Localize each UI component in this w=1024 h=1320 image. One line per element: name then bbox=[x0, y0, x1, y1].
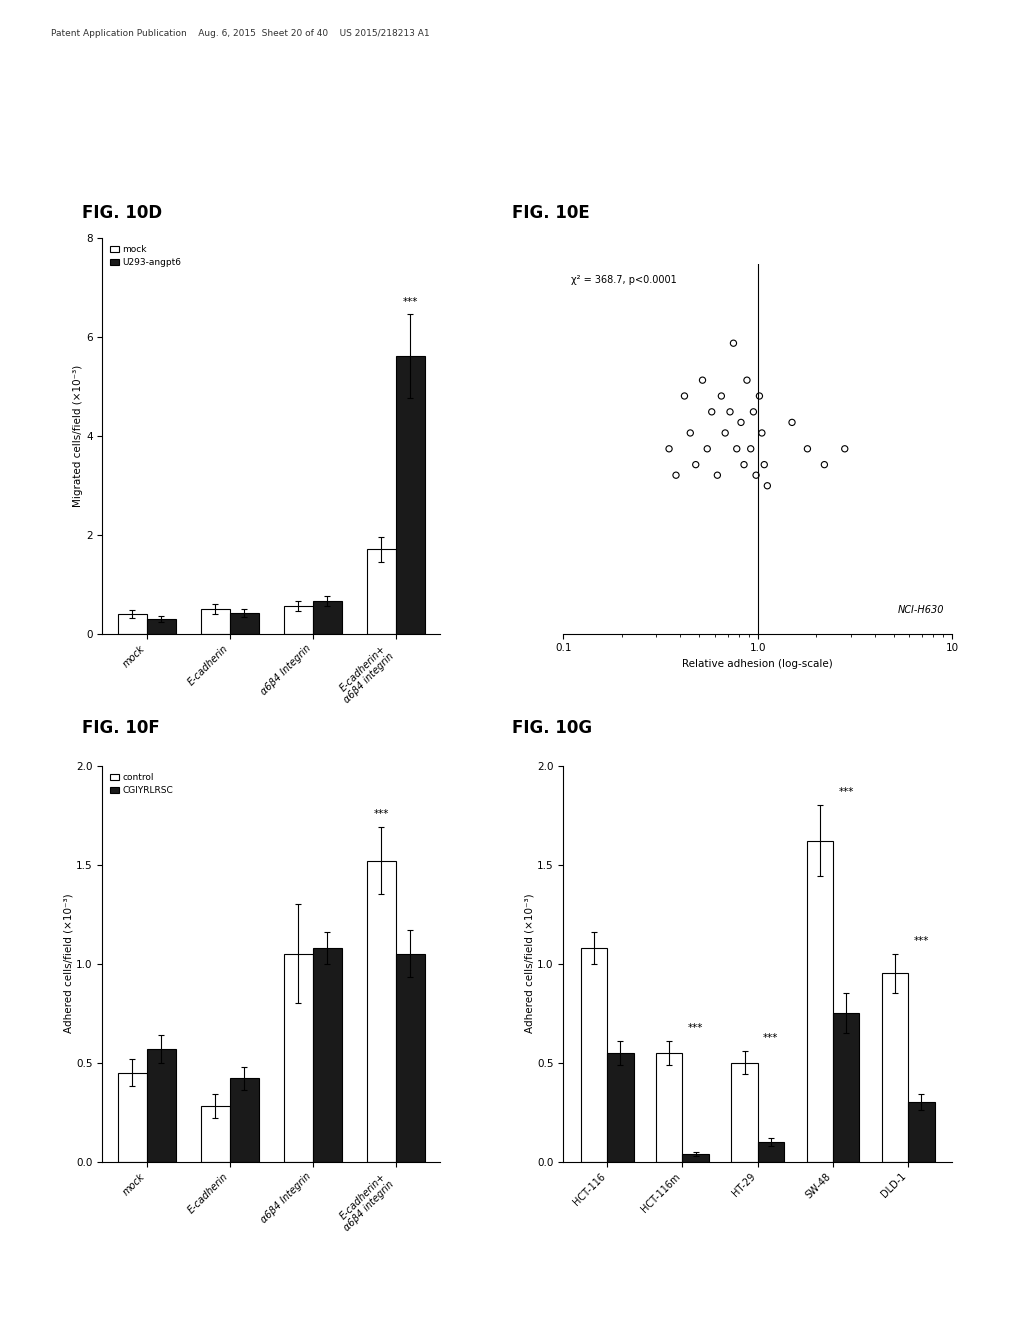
Point bbox=[742, 438, 759, 459]
Bar bbox=[146, 1048, 176, 1162]
Text: χ² = 368.7, p<0.0001: χ² = 368.7, p<0.0001 bbox=[571, 275, 677, 285]
Point bbox=[837, 438, 853, 459]
Point bbox=[748, 465, 764, 486]
Text: ***: *** bbox=[839, 787, 854, 797]
Bar bbox=[758, 1142, 784, 1162]
Point bbox=[682, 422, 698, 444]
Bar bbox=[581, 948, 607, 1162]
Point bbox=[687, 454, 703, 475]
Point bbox=[783, 412, 800, 433]
Text: FIG. 10E: FIG. 10E bbox=[512, 203, 590, 222]
Bar bbox=[229, 612, 259, 634]
Point bbox=[713, 385, 729, 407]
Point bbox=[759, 475, 775, 496]
Point bbox=[733, 412, 750, 433]
Bar bbox=[807, 841, 834, 1162]
Point bbox=[722, 401, 738, 422]
Text: ***: *** bbox=[913, 936, 929, 945]
Point bbox=[717, 422, 733, 444]
Text: Patent Application Publication    Aug. 6, 2015  Sheet 20 of 40    US 2015/218213: Patent Application Publication Aug. 6, 2… bbox=[51, 29, 430, 38]
Bar bbox=[284, 953, 313, 1162]
Bar bbox=[118, 614, 146, 634]
Point bbox=[738, 370, 755, 391]
Legend: control, CGIYRLRSC: control, CGIYRLRSC bbox=[106, 770, 176, 799]
Bar bbox=[396, 356, 425, 634]
Bar bbox=[882, 974, 908, 1162]
Point bbox=[745, 401, 762, 422]
Bar bbox=[284, 606, 313, 634]
Bar bbox=[313, 602, 342, 634]
Point bbox=[703, 401, 720, 422]
Point bbox=[816, 454, 833, 475]
Point bbox=[736, 454, 753, 475]
Point bbox=[668, 465, 684, 486]
Text: NCI-H630: NCI-H630 bbox=[898, 605, 944, 615]
Bar bbox=[146, 619, 176, 634]
Text: ***: *** bbox=[688, 1023, 703, 1032]
Point bbox=[728, 438, 744, 459]
Point bbox=[710, 465, 726, 486]
Bar bbox=[367, 861, 396, 1162]
Bar bbox=[201, 609, 229, 634]
Text: ***: *** bbox=[402, 297, 418, 306]
Text: ***: *** bbox=[374, 809, 389, 818]
Point bbox=[800, 438, 816, 459]
Text: ***: *** bbox=[763, 1032, 778, 1043]
Y-axis label: Adhered cells/field (×10⁻³): Adhered cells/field (×10⁻³) bbox=[524, 894, 535, 1034]
Bar bbox=[201, 1106, 229, 1162]
Point bbox=[754, 422, 770, 444]
Bar bbox=[229, 1078, 259, 1162]
Legend: mock, U293-angpt6: mock, U293-angpt6 bbox=[106, 242, 184, 271]
Point bbox=[694, 370, 711, 391]
Bar bbox=[731, 1063, 758, 1162]
Bar bbox=[834, 1014, 859, 1162]
Bar bbox=[682, 1154, 709, 1162]
Point bbox=[699, 438, 716, 459]
Bar bbox=[367, 549, 396, 634]
X-axis label: Relative adhesion (log-scale): Relative adhesion (log-scale) bbox=[682, 659, 834, 669]
Point bbox=[752, 385, 768, 407]
Y-axis label: Adhered cells/field (×10⁻³): Adhered cells/field (×10⁻³) bbox=[63, 894, 74, 1034]
Y-axis label: Migrated cells/field (×10⁻³): Migrated cells/field (×10⁻³) bbox=[74, 364, 83, 507]
Point bbox=[725, 333, 741, 354]
Text: FIG. 10F: FIG. 10F bbox=[82, 718, 160, 737]
Bar bbox=[396, 953, 425, 1162]
Bar bbox=[118, 1072, 146, 1162]
Point bbox=[676, 385, 692, 407]
Point bbox=[756, 454, 772, 475]
Text: FIG. 10G: FIG. 10G bbox=[512, 718, 592, 737]
Bar bbox=[313, 948, 342, 1162]
Point bbox=[660, 438, 677, 459]
Bar bbox=[908, 1102, 935, 1162]
Text: FIG. 10D: FIG. 10D bbox=[82, 203, 162, 222]
Bar bbox=[656, 1053, 682, 1162]
Bar bbox=[607, 1053, 634, 1162]
